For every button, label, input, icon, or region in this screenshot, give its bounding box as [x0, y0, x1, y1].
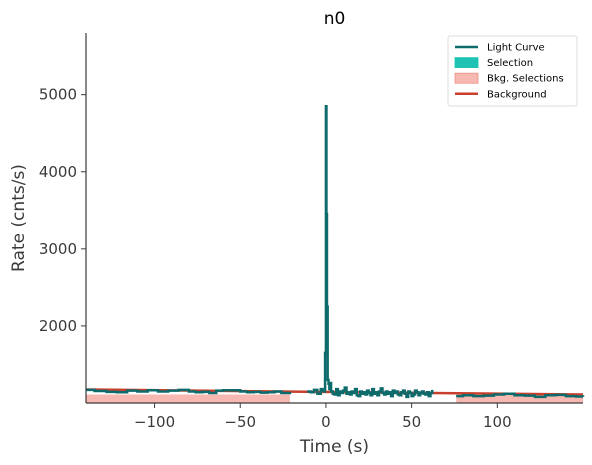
- legend-entry-label: Light Curve: [487, 43, 545, 54]
- legend-frame: [447, 35, 578, 107]
- x-tick-label: 100: [483, 413, 512, 431]
- bkg-selection-region-1: [456, 394, 583, 403]
- x-tick-label: 50: [402, 413, 421, 431]
- chart-title: n0: [324, 9, 346, 29]
- ticks-layer: −100 −50 0 50 100 2000 3000 4000 5000: [39, 86, 512, 431]
- legend-patch-swatch: [454, 72, 479, 84]
- chart-legend: Light Curve Selection Bkg. Selections Backg…: [447, 35, 578, 107]
- light-curve-pre: [86, 388, 292, 395]
- x-tick-label: 0: [321, 413, 331, 431]
- y-tick-label: 3000: [39, 240, 77, 258]
- legend-entry-label: Bkg. Selections: [487, 74, 564, 85]
- y-tick-label: 2000: [39, 317, 77, 335]
- legend-patch-swatch: [454, 57, 479, 68]
- x-tick-label: −50: [224, 413, 256, 431]
- x-axis-label: Time (s): [299, 437, 369, 457]
- y-tick-label: 4000: [39, 163, 77, 181]
- bkg-selection-region-0: [86, 394, 290, 403]
- legend-entry-label: Background: [487, 89, 547, 100]
- x-tick-label: −100: [134, 413, 175, 431]
- background-selections-layer: [86, 394, 583, 403]
- y-tick-label: 5000: [39, 86, 77, 104]
- light-curve-post: [456, 392, 585, 399]
- y-axis-label: Rate (cnts/s): [9, 164, 29, 272]
- light-curve-selection: [307, 104, 434, 399]
- light-curve-layer: [86, 104, 585, 399]
- legend-entry-label: Selection: [487, 58, 533, 69]
